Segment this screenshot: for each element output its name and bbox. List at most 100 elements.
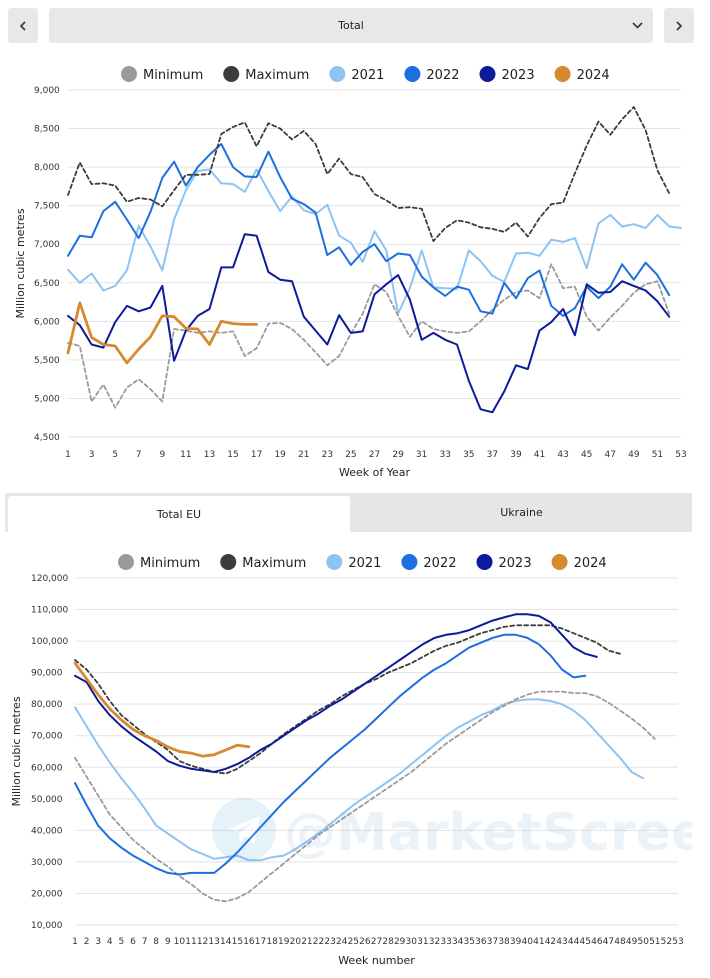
y-axis-title: Million cubic metres (10, 696, 23, 806)
y-tick-label: 6,000 (34, 317, 60, 327)
next-button[interactable] (664, 8, 694, 43)
legend-marker (551, 554, 568, 570)
y-tick-label: 7,500 (34, 202, 60, 212)
x-tick-label: 5 (112, 450, 118, 460)
dataset-select[interactable]: Total (49, 8, 653, 43)
x-tick-label: 1 (72, 937, 78, 947)
legend-label: 2021 (348, 556, 381, 571)
y-tick-label: 9,000 (34, 86, 60, 96)
legend-label: 2023 (502, 68, 535, 83)
legend-item-2024: 2024 (551, 554, 607, 571)
legend-marker (220, 554, 237, 570)
x-tick-label: 24 (336, 937, 348, 947)
legend-label: 2023 (499, 556, 532, 571)
legend-label: 2024 (577, 68, 610, 83)
x-tick-label: 40 (522, 937, 534, 947)
y-tick-label: 30,000 (31, 858, 63, 868)
previous-button[interactable] (8, 8, 38, 43)
legend-marker (476, 554, 493, 570)
x-tick-label: 42 (545, 937, 556, 947)
x-tick-label: 46 (591, 937, 603, 947)
x-tick-label: 15 (232, 937, 243, 947)
x-tick-label: 9 (159, 450, 165, 460)
legend-marker (121, 66, 137, 82)
y-tick-label: 4,500 (34, 433, 60, 443)
x-tick-label: 13 (204, 450, 215, 460)
legend-marker (223, 66, 240, 82)
x-tick-label: 50 (637, 937, 649, 947)
x-tick-label: 16 (243, 937, 255, 947)
x-tick-label: 1 (65, 450, 71, 460)
legend-label: Maximum (242, 556, 306, 571)
x-tick-label: 22 (313, 937, 324, 947)
top-navigation: Total (0, 0, 710, 52)
x-tick-label: 31 (416, 450, 427, 460)
legend-item-2021: 2021 (326, 554, 381, 571)
x-tick-label: 10 (174, 937, 186, 947)
x-tick-label: 52 (661, 937, 672, 947)
legend-marker (404, 66, 421, 82)
x-tick-label: 33 (440, 937, 451, 947)
x-tick-label: 51 (652, 450, 663, 460)
weekly-storage-chart: Minimum Maximum 2021 2022 2023 2024 4,500 5,000… (14, 66, 687, 479)
x-tick-label: 25 (345, 450, 356, 460)
y-tick-label: 100,000 (31, 637, 68, 647)
x-axis-title: Week of Year (339, 466, 410, 479)
x-tick-label: 3 (95, 937, 101, 947)
y-tick-label: 5,000 (34, 394, 60, 404)
tab-ukraine[interactable]: Ukraine (500, 506, 543, 519)
x-axis-title: Week number (338, 954, 415, 967)
x-tick-label: 47 (603, 937, 614, 947)
legend-label: 2024 (574, 556, 607, 571)
legend-label: Maximum (245, 68, 309, 83)
legend-item-2022: 2022 (401, 554, 457, 571)
x-tick-label: 23 (322, 450, 333, 460)
y-axis-title: Million cubic metres (14, 208, 27, 318)
x-tick-label: 44 (568, 937, 580, 947)
x-tick-label: 25 (348, 937, 359, 947)
legend-marker (479, 66, 496, 82)
x-tick-label: 36 (475, 937, 487, 947)
tab-total-eu[interactable]: Total EU (8, 496, 350, 532)
legend-marker (118, 554, 134, 570)
y-tick-label: 80,000 (31, 700, 63, 710)
x-tick-label: 15 (227, 450, 238, 460)
series-line-2021 (67, 168, 682, 315)
legend-label: 2022 (423, 556, 456, 571)
y-tick-label: 70,000 (31, 732, 63, 742)
chevron-left-icon (19, 20, 26, 31)
x-tick-label: 31 (417, 937, 428, 947)
x-tick-label: 49 (626, 937, 638, 947)
x-tick-label: 43 (557, 450, 568, 460)
x-tick-label: 5 (119, 937, 125, 947)
y-tick-label: 6,500 (34, 279, 60, 289)
legend-item-2021: 2021 (329, 66, 384, 83)
x-tick-label: 13 (208, 937, 219, 947)
x-tick-label: 32 (429, 937, 440, 947)
legend-item-minimum: Minimum (118, 554, 200, 571)
x-tick-label: 19 (274, 450, 286, 460)
x-tick-label: 8 (153, 937, 159, 947)
x-tick-label: 2 (84, 937, 90, 947)
x-tick-label: 29 (392, 450, 404, 460)
x-tick-label: 3 (89, 450, 95, 460)
series-line-2024 (66, 301, 259, 365)
chevron-down-icon (632, 22, 643, 29)
x-tick-label: 17 (255, 937, 266, 947)
x-tick-label: 53 (672, 937, 683, 947)
chevron-right-icon (676, 20, 683, 31)
x-tick-label: 41 (534, 450, 545, 460)
x-tick-label: 11 (180, 450, 191, 460)
x-tick-label: 17 (251, 450, 262, 460)
x-tick-label: 28 (382, 937, 394, 947)
series-line-2022 (74, 633, 587, 876)
x-tick-label: 34 (452, 937, 464, 947)
x-tick-label: 7 (136, 450, 142, 460)
x-tick-label: 21 (298, 450, 309, 460)
legend-label: 2021 (351, 68, 384, 83)
dataset-select-value: Total (338, 19, 364, 32)
x-tick-label: 27 (369, 450, 380, 460)
y-tick-label: 90,000 (31, 669, 63, 679)
series-line-minimum (74, 690, 656, 903)
y-tick-label: 8,000 (34, 163, 60, 173)
